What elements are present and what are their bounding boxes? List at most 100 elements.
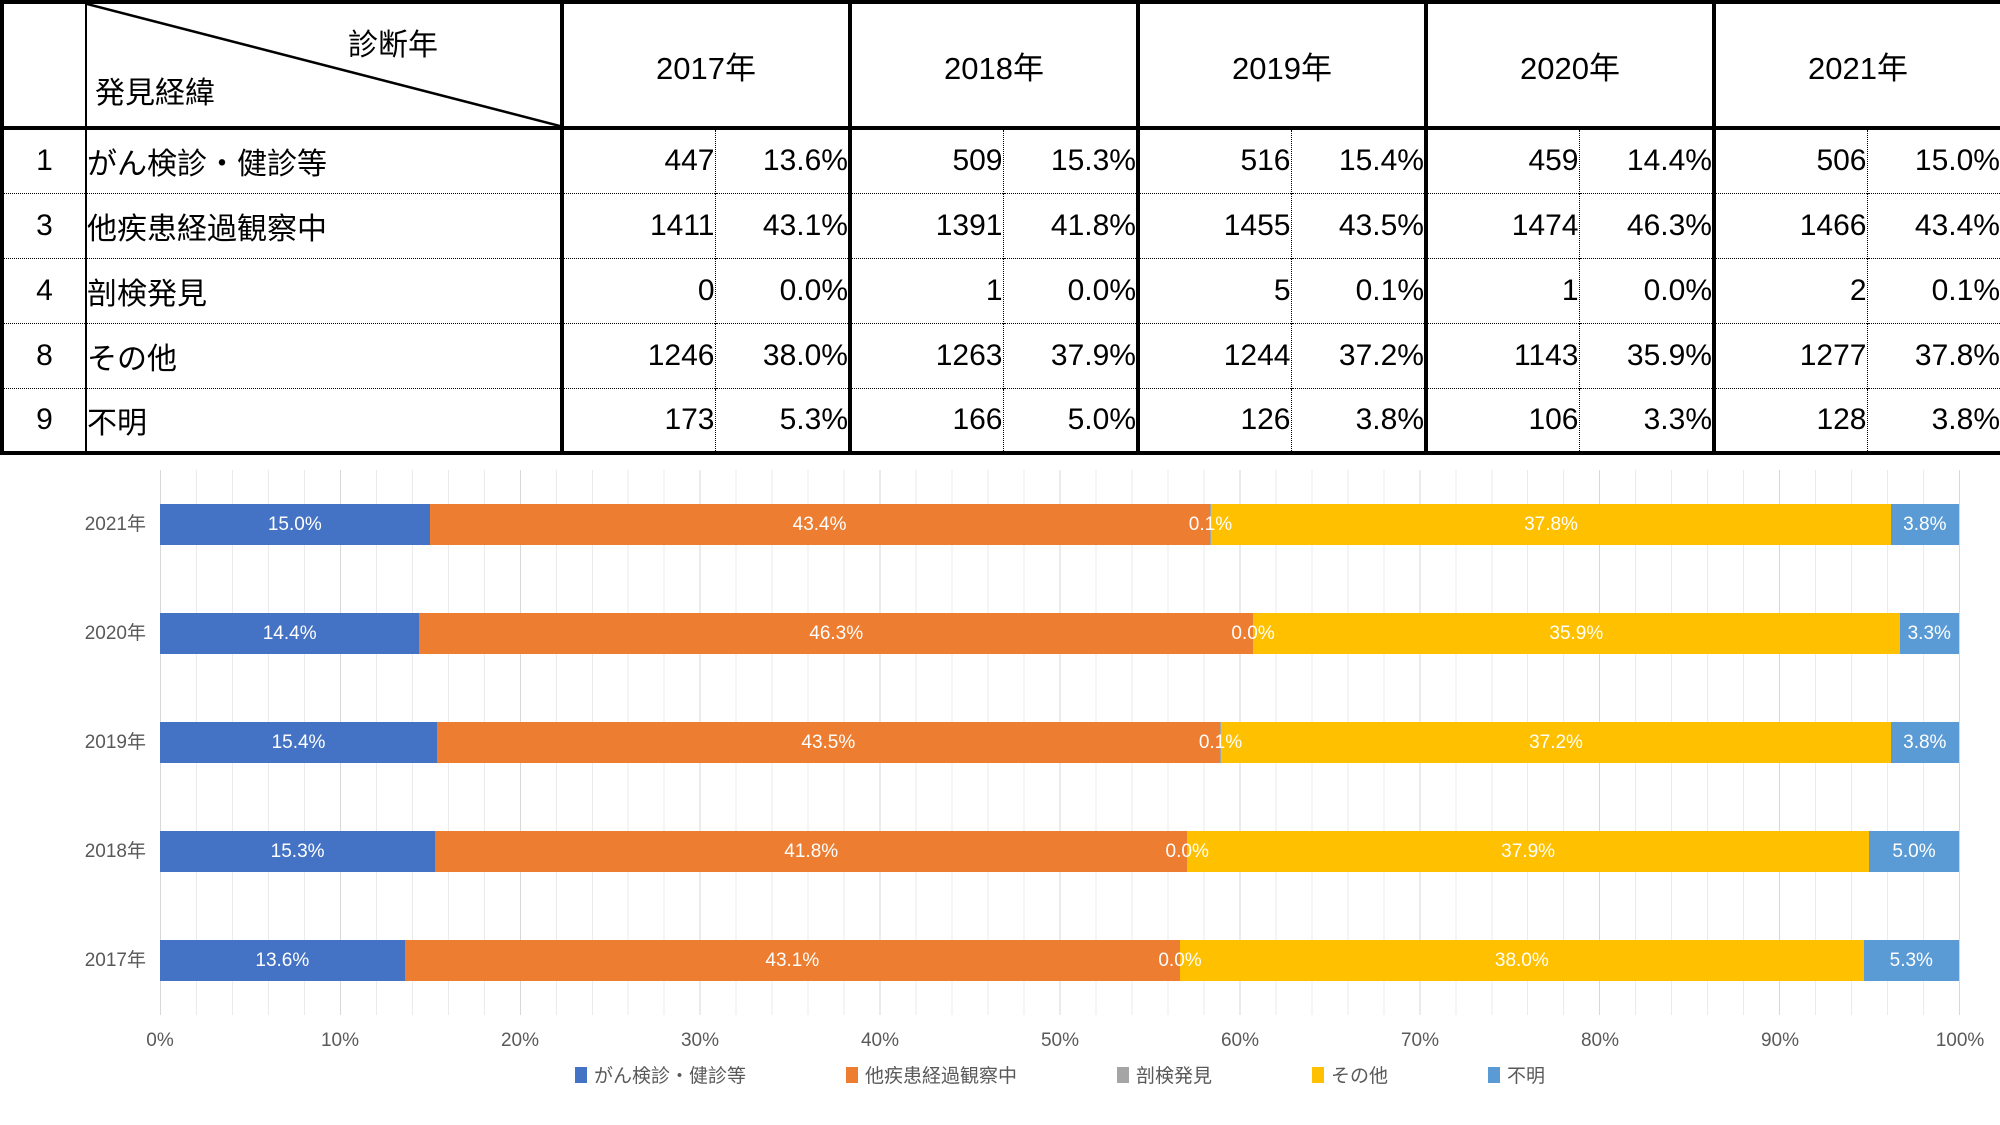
cell-percent[interactable]: 0.0% [1003, 257, 1140, 323]
cell-count[interactable]: 166 [850, 387, 1004, 453]
cell-count[interactable]: 1263 [850, 322, 1004, 388]
legend-item[interactable]: その他 [1312, 1061, 1388, 1088]
cell-percent[interactable]: 35.9% [1579, 322, 1716, 388]
row-number-cell[interactable]: 4 [2, 257, 87, 323]
row-label-cell[interactable]: 他疾患経過観察中 [86, 192, 564, 258]
cell-percent[interactable]: 38.0% [715, 322, 852, 388]
bar-segment-不明[interactable]: 5.0% [1869, 831, 1959, 872]
cell-percent[interactable]: 46.3% [1579, 192, 1716, 258]
row-label-cell[interactable]: がん検診・健診等 [86, 128, 564, 193]
header-year[interactable]: 2019年 [1138, 2, 1428, 130]
cell-count[interactable]: 516 [1138, 128, 1292, 193]
cell-count[interactable]: 173 [562, 387, 716, 453]
bar-segment-剖検発見[interactable]: 0.1% [1189, 504, 1232, 545]
cell-count[interactable]: 1143 [1426, 322, 1580, 388]
cell-percent[interactable]: 3.3% [1579, 387, 1716, 453]
stacked-bar-chart[interactable]: 15.0% 43.4% 0.1% 37.8% 3.8% 14.4% 46.3% 0.0% 35.… [0, 455, 2000, 1120]
cell-count[interactable]: 1455 [1138, 192, 1292, 258]
cell-percent[interactable]: 3.8% [1867, 387, 2000, 453]
legend-item[interactable]: 剖検発見 [1116, 1061, 1212, 1088]
cell-percent[interactable]: 43.5% [1291, 192, 1428, 258]
header-year[interactable]: 2020年 [1426, 2, 1716, 130]
cell-percent[interactable]: 0.0% [1579, 257, 1716, 323]
cell-count[interactable]: 1277 [1714, 322, 1868, 388]
cell-percent[interactable]: 5.0% [1003, 387, 1140, 453]
bar-segment-不明[interactable]: 3.8% [1890, 504, 1959, 545]
cell-percent[interactable]: 37.9% [1003, 322, 1140, 388]
legend-swatch [845, 1066, 858, 1083]
cell-percent[interactable]: 5.3% [715, 387, 852, 453]
cell-percent[interactable]: 0.1% [1291, 257, 1428, 323]
cell-percent[interactable]: 15.3% [1003, 128, 1140, 193]
row-label-cell[interactable]: 不明 [86, 387, 564, 453]
cell-count[interactable]: 459 [1426, 128, 1580, 193]
cell-count[interactable]: 0 [562, 257, 716, 323]
cell-percent[interactable]: 41.8% [1003, 192, 1140, 258]
cell-count[interactable]: 509 [850, 128, 1004, 193]
bar-segment-がん検診・健診等[interactable]: 15.0% [160, 504, 430, 545]
bar-segment-がん検診・健診等[interactable]: 15.3% [160, 831, 436, 872]
cell-percent[interactable]: 43.4% [1867, 192, 2000, 258]
bar-segment-がん検診・健診等[interactable]: 14.4% [160, 613, 420, 654]
cell-count[interactable]: 106 [1426, 387, 1580, 453]
bar-segment-その他[interactable]: 37.8% [1211, 504, 1891, 545]
bar-row: 14.4% 46.3% 0.0% 35.9% 3.3% [160, 613, 1959, 654]
cell-count[interactable]: 1466 [1714, 192, 1868, 258]
header-year[interactable]: 2017年 [562, 2, 852, 130]
cell-count[interactable]: 128 [1714, 387, 1868, 453]
cell-count[interactable]: 1391 [850, 192, 1004, 258]
cell-count[interactable]: 5 [1138, 257, 1292, 323]
cell-percent[interactable]: 0.0% [715, 257, 852, 323]
category-label: 2017年 [84, 949, 146, 971]
bar-segment-その他[interactable]: 37.2% [1221, 722, 1891, 763]
bar-segment-がん検診・健診等[interactable]: 15.4% [160, 722, 438, 763]
cell-percent[interactable]: 13.6% [715, 128, 852, 193]
bar-segment-不明[interactable]: 3.8% [1890, 722, 1959, 763]
bar-segment-剖検発見[interactable]: 0.1% [1199, 722, 1242, 763]
header-year[interactable]: 2021年 [1714, 2, 2000, 130]
header-row-number-cell[interactable] [2, 2, 87, 130]
cell-percent[interactable]: 37.8% [1867, 322, 2000, 388]
row-number-cell[interactable]: 9 [2, 387, 87, 453]
row-number-cell[interactable]: 8 [2, 322, 87, 388]
legend-item[interactable]: がん検診・健診等 [574, 1061, 746, 1088]
cell-percent[interactable]: 37.2% [1291, 322, 1428, 388]
row-number-cell[interactable]: 3 [2, 192, 87, 258]
bar-segment-その他[interactable]: 37.9% [1187, 831, 1870, 872]
cell-count[interactable]: 2 [1714, 257, 1868, 323]
bar-segment-その他[interactable]: 38.0% [1180, 940, 1864, 981]
cell-count[interactable]: 1411 [562, 192, 716, 258]
bar-segment-不明[interactable]: 5.3% [1863, 940, 1959, 981]
cell-percent[interactable]: 43.1% [715, 192, 852, 258]
cell-percent[interactable]: 3.8% [1291, 387, 1428, 453]
row-label-cell[interactable]: 剖検発見 [86, 257, 564, 323]
cell-percent[interactable]: 15.0% [1867, 128, 2000, 193]
category-label: 2019年 [84, 731, 146, 753]
bar-segment-不明[interactable]: 3.3% [1899, 613, 1959, 654]
cell-count[interactable]: 447 [562, 128, 716, 193]
cell-count[interactable]: 1 [1426, 257, 1580, 323]
legend-item[interactable]: 他疾患経過観察中 [845, 1061, 1017, 1088]
cell-count[interactable]: 506 [1714, 128, 1868, 193]
bar-segment-他疾患経過観察中[interactable]: 43.1% [404, 940, 1181, 981]
row-label-cell[interactable]: その他 [86, 322, 564, 388]
bar-segment-他疾患経過観察中[interactable]: 46.3% [419, 613, 1254, 654]
header-year[interactable]: 2018年 [850, 2, 1140, 130]
cell-percent[interactable]: 0.1% [1867, 257, 2000, 323]
bar-segment-他疾患経過観察中[interactable]: 41.8% [435, 831, 1188, 872]
cell-count[interactable]: 1 [850, 257, 1004, 323]
cell-percent[interactable]: 15.4% [1291, 128, 1428, 193]
cell-count[interactable]: 126 [1138, 387, 1292, 453]
cell-count[interactable]: 1246 [562, 322, 716, 388]
bar-segment-がん検診・健診等[interactable]: 13.6% [160, 940, 405, 981]
cell-count[interactable]: 1244 [1138, 322, 1292, 388]
row-number-cell[interactable]: 1 [2, 128, 87, 193]
legend-item[interactable]: 不明 [1488, 1061, 1545, 1088]
bar-segment-他疾患経過観察中[interactable]: 43.4% [429, 504, 1210, 545]
cell-count[interactable]: 1474 [1426, 192, 1580, 258]
header-diagonal-cell[interactable]: 診断年 発見経緯 [86, 2, 564, 130]
bar-segment-その他[interactable]: 35.9% [1253, 613, 1900, 654]
table-row: 1 がん検診・健診等 447 13.6% 509 15.3% 516 15.4% 459 14.4… [2, 128, 2000, 193]
cell-percent[interactable]: 14.4% [1579, 128, 1716, 193]
bar-segment-他疾患経過観察中[interactable]: 43.5% [437, 722, 1220, 763]
